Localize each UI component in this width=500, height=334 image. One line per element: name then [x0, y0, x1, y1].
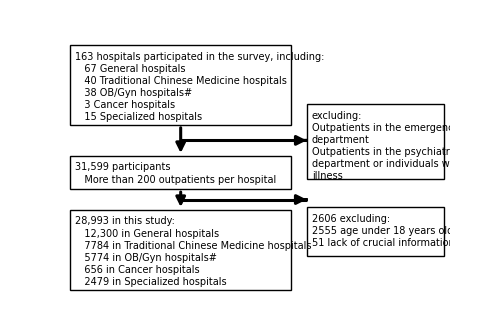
Text: Outpatients in the psychiatric: Outpatients in the psychiatric: [312, 147, 458, 157]
Text: 2555 age under 18 years old: 2555 age under 18 years old: [312, 226, 453, 236]
Text: 3 Cancer hospitals: 3 Cancer hospitals: [76, 100, 176, 110]
Text: 12,300 in General hospitals: 12,300 in General hospitals: [76, 228, 220, 238]
Text: 40 Traditional Chinese Medicine hospitals: 40 Traditional Chinese Medicine hospital…: [76, 76, 287, 86]
Text: 7784 in Traditional Chinese Medicine hospitals: 7784 in Traditional Chinese Medicine hos…: [76, 240, 312, 250]
Text: department: department: [312, 135, 370, 145]
Text: 28,993 in this study:: 28,993 in this study:: [76, 216, 175, 226]
FancyBboxPatch shape: [306, 104, 444, 179]
Text: 2479 in Specialized hospitals: 2479 in Specialized hospitals: [76, 277, 227, 287]
Text: 5774 in OB/Gyn hospitals#: 5774 in OB/Gyn hospitals#: [76, 253, 217, 263]
FancyBboxPatch shape: [70, 45, 291, 125]
Text: 163 hospitals participated in the survey, including:: 163 hospitals participated in the survey…: [76, 52, 324, 62]
Text: More than 200 outpatients per hospital: More than 200 outpatients per hospital: [76, 175, 276, 185]
Text: 38 OB/Gyn hospitals#: 38 OB/Gyn hospitals#: [76, 88, 192, 98]
Text: 15 Specialized hospitals: 15 Specialized hospitals: [76, 112, 202, 122]
Text: department or individuals with mental: department or individuals with mental: [312, 159, 500, 169]
Text: 51 lack of crucial information: 51 lack of crucial information: [312, 238, 454, 248]
Text: 31,599 participants: 31,599 participants: [76, 162, 171, 172]
Text: 67 General hospitals: 67 General hospitals: [76, 64, 186, 74]
Text: 2606 excluding:: 2606 excluding:: [312, 214, 390, 224]
Text: 656 in Cancer hospitals: 656 in Cancer hospitals: [76, 265, 200, 275]
Text: Outpatients in the emergency: Outpatients in the emergency: [312, 123, 459, 133]
FancyBboxPatch shape: [306, 207, 444, 256]
FancyBboxPatch shape: [70, 210, 291, 290]
FancyBboxPatch shape: [70, 156, 291, 189]
Text: illness: illness: [312, 171, 342, 181]
Text: excluding:: excluding:: [312, 111, 362, 121]
